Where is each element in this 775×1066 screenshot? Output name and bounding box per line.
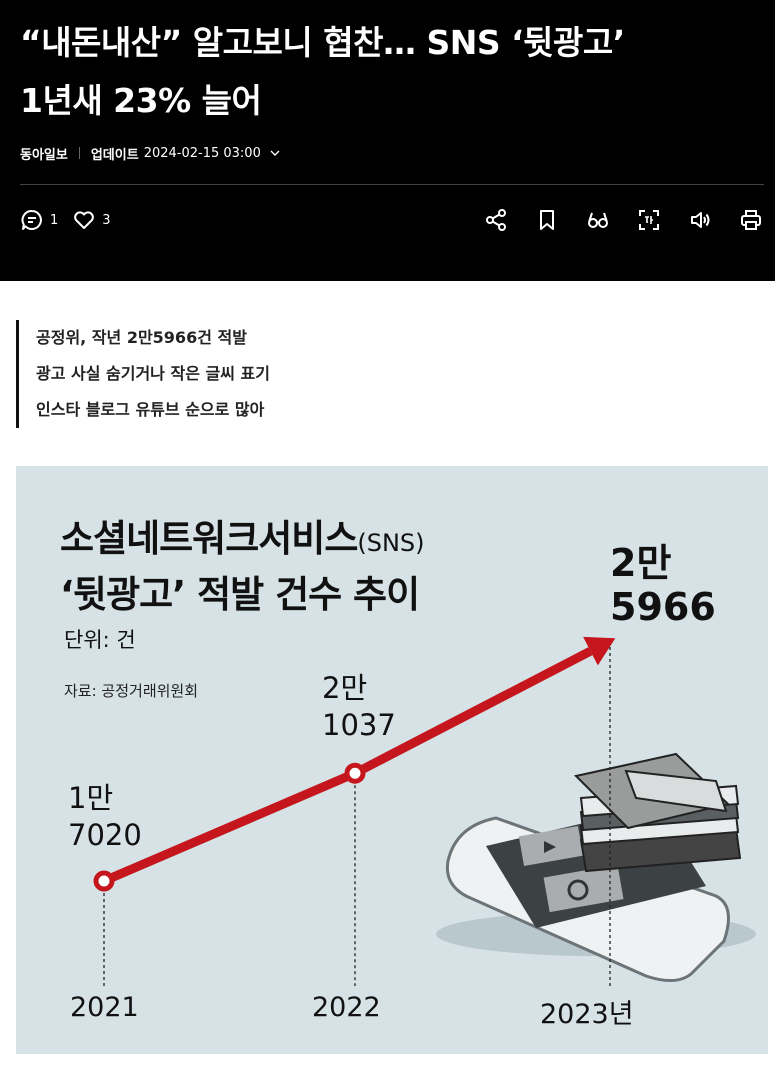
chevron-down-icon[interactable] xyxy=(269,147,281,159)
data-label-line: 1만 xyxy=(68,781,114,815)
title-main: 소셜네트워크서비스 xyxy=(60,517,358,560)
header-divider xyxy=(20,184,764,185)
play-icon xyxy=(544,841,556,853)
chart-canvas xyxy=(93,636,756,986)
x-label-2023: 2023년 xyxy=(540,999,634,1030)
data-point-2021 xyxy=(93,870,115,892)
comment-count[interactable]: 1 xyxy=(50,212,59,228)
glasses-icon xyxy=(588,212,608,228)
share-button[interactable] xyxy=(482,206,510,234)
print-button[interactable] xyxy=(737,206,765,234)
share-icon xyxy=(486,209,506,231)
meta-separator xyxy=(78,147,80,159)
summary-line: 광고 사실 숨기거나 작은 글씨 표기 xyxy=(36,364,270,383)
updated-label: 업데이트 xyxy=(90,147,139,163)
headline-line-2: 1년새 23% 늘어 xyxy=(20,81,262,120)
updated-time: 2024-02-15 03:00 xyxy=(143,145,261,161)
press-name[interactable]: 동아일보 xyxy=(20,147,68,163)
infographic-title-line-2: ‘뒷광고’ 적발 건수 추이 xyxy=(60,573,420,616)
speaker-icon xyxy=(691,212,710,228)
heart-icon[interactable] xyxy=(72,208,96,232)
data-label-line: 7020 xyxy=(68,818,142,852)
headline-line-1: “내돈내산” 알고보니 협찬… SNS ‘뒷광고’ xyxy=(20,23,625,62)
data-label-line: 2만 xyxy=(322,671,368,705)
article-header: “내돈내산” 알고보니 협찬… SNS ‘뒷광고’ 1년새 23% 늘어 동아일… xyxy=(0,0,775,281)
infographic-title-line-1: 소셜네트워크서비스(SNS) xyxy=(60,508,425,562)
arrow-head-2023 xyxy=(583,636,616,666)
chart-series xyxy=(93,636,616,892)
camera-icon xyxy=(567,879,589,901)
title-suffix: (SNS) xyxy=(357,529,425,557)
reading-mode-button[interactable] xyxy=(584,206,612,234)
translate-button[interactable] xyxy=(635,206,663,234)
data-label-line: 2만 xyxy=(610,541,672,585)
article-summary: 공정위, 작년 2만5966건 적발 광고 사실 숨기거나 작은 글씨 표기 인… xyxy=(16,320,270,428)
print-icon xyxy=(741,210,761,230)
screen-tile-camera xyxy=(543,864,624,913)
data-label-2022: 2만 1037 xyxy=(322,670,396,744)
reaction-bar: 1 3 xyxy=(20,206,125,234)
summary-line: 인스타 블로그 유튜브 순으로 많아 xyxy=(36,400,265,419)
bookmark-button[interactable] xyxy=(533,206,561,234)
unit-label: 단위: 건 xyxy=(64,628,136,652)
summary-line: 공정위, 작년 2만5966건 적발 xyxy=(36,328,247,347)
like-count[interactable]: 3 xyxy=(102,212,111,228)
data-label-line: 1037 xyxy=(322,708,396,742)
x-label-2021: 2021 xyxy=(70,992,139,1023)
data-label-line: 5966 xyxy=(610,585,716,629)
cash-stack-illustration xyxy=(574,752,742,873)
source-label: 자료: 공정거래위원회 xyxy=(64,682,199,700)
scan-icon xyxy=(639,210,659,230)
headline: “내돈내산” 알고보니 협찬… SNS ‘뒷광고’ 1년새 23% 늘어 xyxy=(20,14,755,130)
comment-icon[interactable] xyxy=(20,208,44,232)
data-point-2022 xyxy=(344,762,366,784)
listen-button[interactable] xyxy=(686,206,714,234)
x-label-2022: 2022 xyxy=(312,992,381,1023)
data-label-2023: 2만 5966 xyxy=(610,541,716,629)
infographic[interactable]: 소셜네트워크서비스(SNS) ‘뒷광고’ 적발 건수 추이 단위: 건 자료: … xyxy=(16,466,768,1054)
tool-bar xyxy=(459,206,765,234)
article-meta: 동아일보 업데이트 2024-02-15 03:00 xyxy=(20,143,281,163)
data-label-2021: 1만 7020 xyxy=(68,780,142,854)
bookmark-icon xyxy=(540,210,554,230)
